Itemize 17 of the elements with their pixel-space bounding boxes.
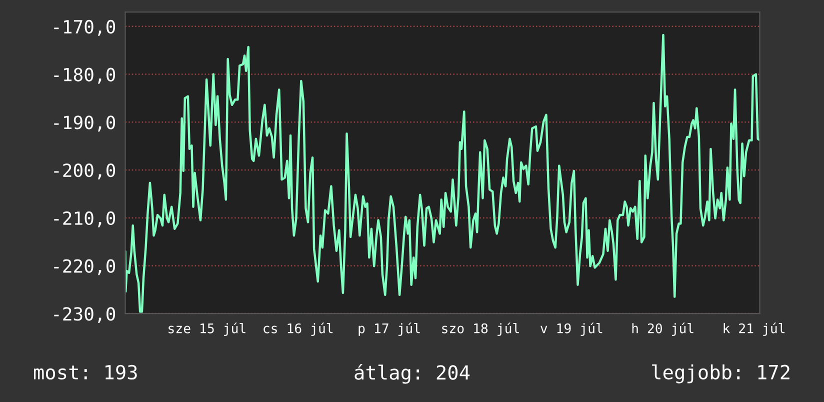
y-tick-label: -170,0: [54, 20, 116, 36]
y-tick-label: -220,0: [54, 259, 116, 276]
x-tick-label: p 17 júl: [358, 322, 420, 336]
y-tick-label: -200,0: [54, 163, 116, 180]
y-tick-label: -180,0: [54, 68, 116, 84]
x-tick-label: sze 15 júl: [168, 322, 246, 336]
x-tick-label: v 19 júl: [540, 322, 602, 336]
x-tick-label: h 20 júl: [632, 322, 694, 336]
y-tick-label: -210,0: [54, 211, 116, 228]
x-tick-label: cs 16 júl: [264, 322, 333, 336]
x-tick-label: k 21 júl: [724, 322, 785, 336]
text: legjobb: 172: [652, 364, 790, 384]
y-tick-label: -190,0: [54, 116, 116, 132]
y-tick-label: -230,0: [54, 307, 116, 323]
text: átlag: 204: [354, 364, 470, 384]
x-tick-label: szo 18 júl: [442, 322, 519, 336]
text: most: 193: [34, 364, 137, 380]
